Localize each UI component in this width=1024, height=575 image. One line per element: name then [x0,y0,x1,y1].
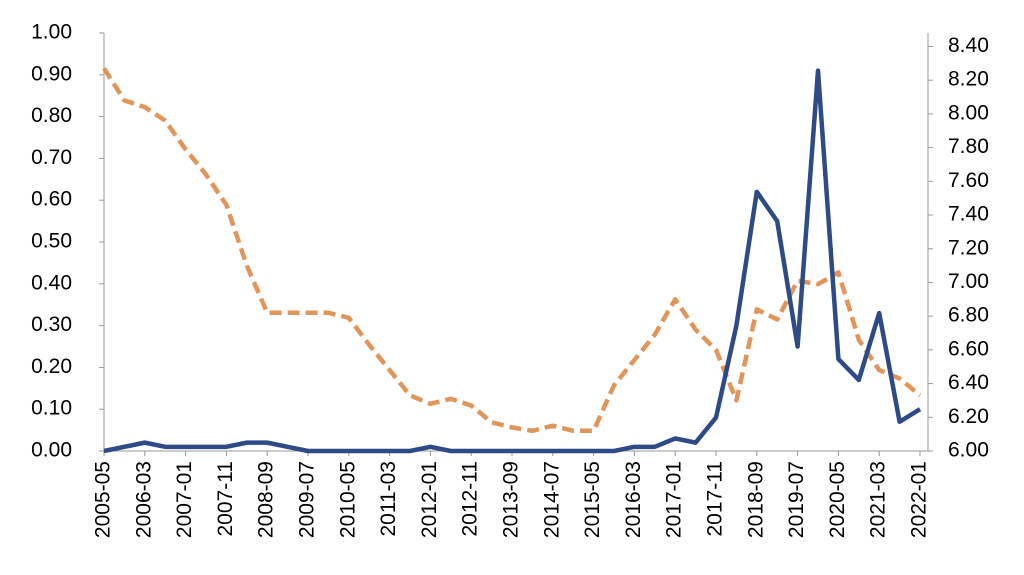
x-tick-label: 2009-07 [296,461,319,538]
x-tick-label: 2012-01 [418,461,441,538]
x-tick-label: 2011-03 [377,461,400,537]
y2-tick-label: 6.60 [948,337,989,360]
x-tick-label: 2020-05 [826,461,849,538]
y2-tick-label: 7.20 [948,236,989,259]
x-tick-label: 2006-03 [132,461,155,538]
y-tick-label: 0.40 [31,271,72,294]
x-tick-label: 2019-07 [785,461,808,538]
x-tick-label: 2018-09 [744,461,767,538]
y2-tick-label: 7.40 [948,203,989,226]
y-tick-label: 0.70 [31,146,72,169]
x-tick-label: 2014-07 [540,461,563,538]
data-line [102,67,922,434]
y-tick-label: 0.30 [31,313,72,336]
x-tick-label: 2016-03 [622,461,645,538]
y2-tick-label: 6.80 [948,304,989,327]
y-tick-label: 0.90 [31,62,72,85]
y-tick-label: 1.00 [31,21,72,44]
x-tick-label: 2015-05 [581,461,604,538]
y-tick-label: 0.80 [31,104,72,127]
y-tick-label: 0.10 [31,397,72,420]
y-tick-label: 0.00 [31,439,72,462]
x-tick-label: 2021-03 [867,461,890,538]
y2-tick-label: 8.00 [948,101,989,124]
y2-tick-label: 6.40 [948,371,989,394]
y-tick-label: 0.20 [31,355,72,378]
y2-tick-label: 7.00 [948,270,989,293]
y2-tick-label: 7.80 [948,135,989,158]
x-tick-label: 2007-01 [173,461,196,538]
y2-tick-label: 6.20 [948,405,989,428]
x-tick-label: 2010-05 [336,461,359,538]
y2-tick-label: 7.60 [948,169,989,192]
x-tick-label: 2017-01 [663,461,686,538]
x-tick-label: 2007-11 [214,461,237,537]
x-tick-label: 2012-11 [459,461,482,537]
data-line [103,68,922,454]
x-tick-label: 2008-09 [255,461,278,538]
x-tick-label: 2017-11 [704,461,727,537]
x-tick-label: 2005-05 [92,461,115,538]
y2-tick-label: 8.40 [948,34,989,57]
y2-tick-label: 6.00 [948,439,989,462]
x-tick-label: 2013-09 [500,461,523,538]
x-tick-label: 2022-01 [908,461,931,538]
y-tick-label: 0.60 [31,188,72,211]
y-tick-label: 0.50 [31,230,72,253]
y2-tick-label: 8.20 [948,68,989,91]
